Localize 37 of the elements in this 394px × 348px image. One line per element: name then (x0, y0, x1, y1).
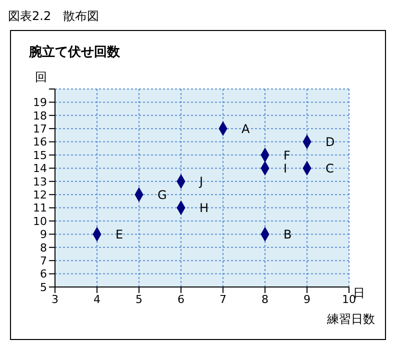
y-tick-label: 9 (40, 228, 47, 242)
y-tick-label: 12 (33, 188, 47, 202)
y-tick-label: 11 (33, 202, 47, 215)
data-label: J (198, 174, 204, 189)
data-label: H (200, 201, 209, 216)
data-label: I (284, 161, 288, 176)
data-label: F (284, 148, 291, 162)
data-label: D (326, 135, 335, 150)
chart-subtitle: 腕立て伏せ回数 (29, 44, 120, 61)
data-label: C (326, 161, 334, 176)
y-tick-label: 19 (33, 96, 47, 110)
y-tick-label: 13 (33, 175, 47, 188)
data-label: E (116, 227, 124, 242)
y-tick-label: 7 (40, 254, 47, 268)
data-label: A (242, 122, 251, 136)
x-axis-title: 練習日数 (327, 311, 375, 328)
y-tick-label: 6 (40, 268, 47, 281)
data-label: B (284, 227, 292, 242)
x-tick-label: 7 (220, 292, 226, 306)
x-tick-label: 3 (52, 292, 58, 306)
x-tick-label: 6 (178, 292, 184, 306)
chart-title: 図表2.2 散布図 (8, 8, 100, 25)
y-tick-label: 5 (40, 280, 47, 294)
y-tick-label: 14 (33, 162, 47, 176)
y-tick-label: 17 (33, 122, 47, 136)
y-tick-label: 8 (40, 241, 47, 254)
y-tick-label: 15 (33, 148, 47, 162)
x-tick-label: 5 (136, 292, 142, 306)
y-tick-label: 10 (33, 214, 47, 228)
y-axis-title: 回 (35, 69, 47, 86)
x-tick-label: 9 (304, 292, 310, 306)
x-tick-label: 8 (262, 292, 268, 306)
data-label: G (158, 188, 167, 202)
y-tick-label: 16 (33, 136, 47, 149)
x-tick-label: 10 (342, 292, 356, 306)
y-tick-label: 18 (33, 109, 47, 122)
x-tick-label: 4 (94, 292, 100, 306)
